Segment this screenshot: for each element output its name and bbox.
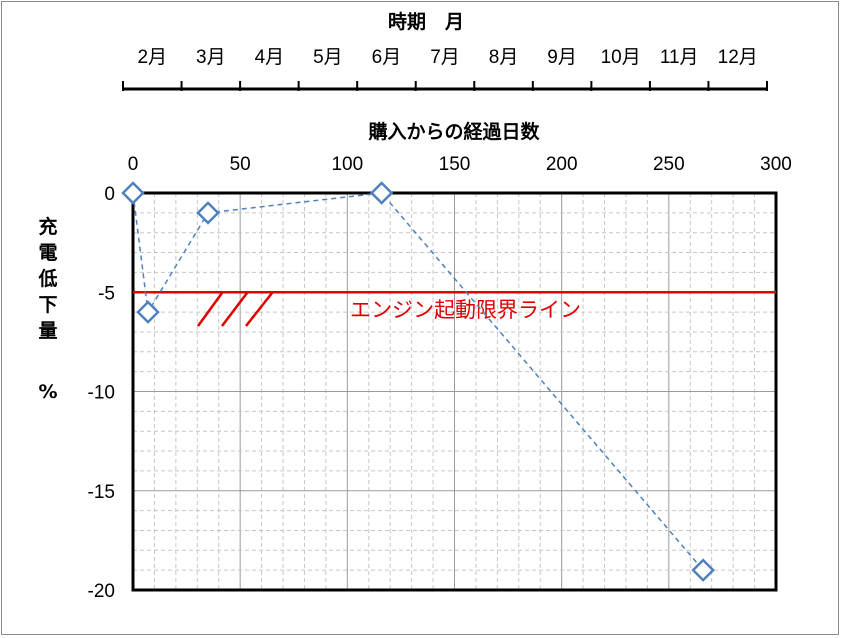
month-label: 5月 — [313, 47, 343, 68]
data-point-marker — [691, 558, 715, 582]
series-group — [121, 181, 715, 582]
y-tick-label: -10 — [88, 383, 115, 404]
threshold-line-group: エンジン起動限界ライン — [133, 291, 776, 327]
month-label: 2月 — [137, 47, 167, 68]
y-tick-label: 0 — [104, 184, 115, 205]
x-tick-label: 200 — [546, 154, 578, 175]
x-tick-label: 0 — [128, 154, 139, 175]
days-axis-title: 購入からの経過日数 — [368, 120, 540, 143]
x-tick-label: 250 — [653, 154, 685, 175]
month-axis-title: 時期 月 — [388, 11, 464, 33]
grid — [133, 193, 776, 590]
y-axis-title-char: 低 — [37, 267, 57, 290]
y-axis-title-char: 充 — [38, 215, 57, 238]
month-label: 11月 — [660, 47, 699, 68]
days-axis: 0 50 100 150 200 250 300 — [128, 154, 792, 175]
month-label: 10月 — [601, 47, 641, 68]
plot-area — [131, 191, 778, 592]
data-point-marker — [369, 181, 394, 205]
month-label: 3月 — [196, 47, 226, 68]
y-tick-label: -20 — [88, 581, 115, 602]
month-label: 7月 — [430, 47, 460, 68]
month-label: 9月 — [547, 47, 577, 68]
threshold-hatch — [221, 292, 248, 327]
y-tick-label: -15 — [88, 482, 115, 503]
y-axis-title-char: 電 — [38, 242, 57, 264]
month-label: 4月 — [255, 47, 285, 68]
x-tick-label: 300 — [760, 154, 792, 175]
threshold-hatch — [245, 292, 273, 327]
x-tick-label: 100 — [331, 154, 363, 175]
data-point-marker — [196, 201, 220, 225]
month-axis: 2月 3月 4月 5月 6月 7月 8月 9月 10月 11月 12月 — [122, 47, 768, 91]
month-label: 8月 — [489, 47, 519, 68]
month-label: 6月 — [372, 47, 402, 68]
threshold-hatch — [196, 292, 224, 327]
month-label: 12月 — [718, 47, 758, 68]
y-tick-label: -5 — [98, 283, 115, 304]
data-point-marker — [121, 181, 145, 205]
x-tick-label: 50 — [230, 154, 251, 175]
threshold-label: エンジン起動限界ライン — [350, 298, 581, 322]
y-axis-title-char: 量 — [38, 320, 57, 342]
x-tick-label: 150 — [439, 154, 471, 175]
y-axis-title-char: 下 — [38, 294, 57, 316]
y-axis-unit: % — [38, 381, 57, 403]
data-point-marker — [136, 300, 160, 324]
